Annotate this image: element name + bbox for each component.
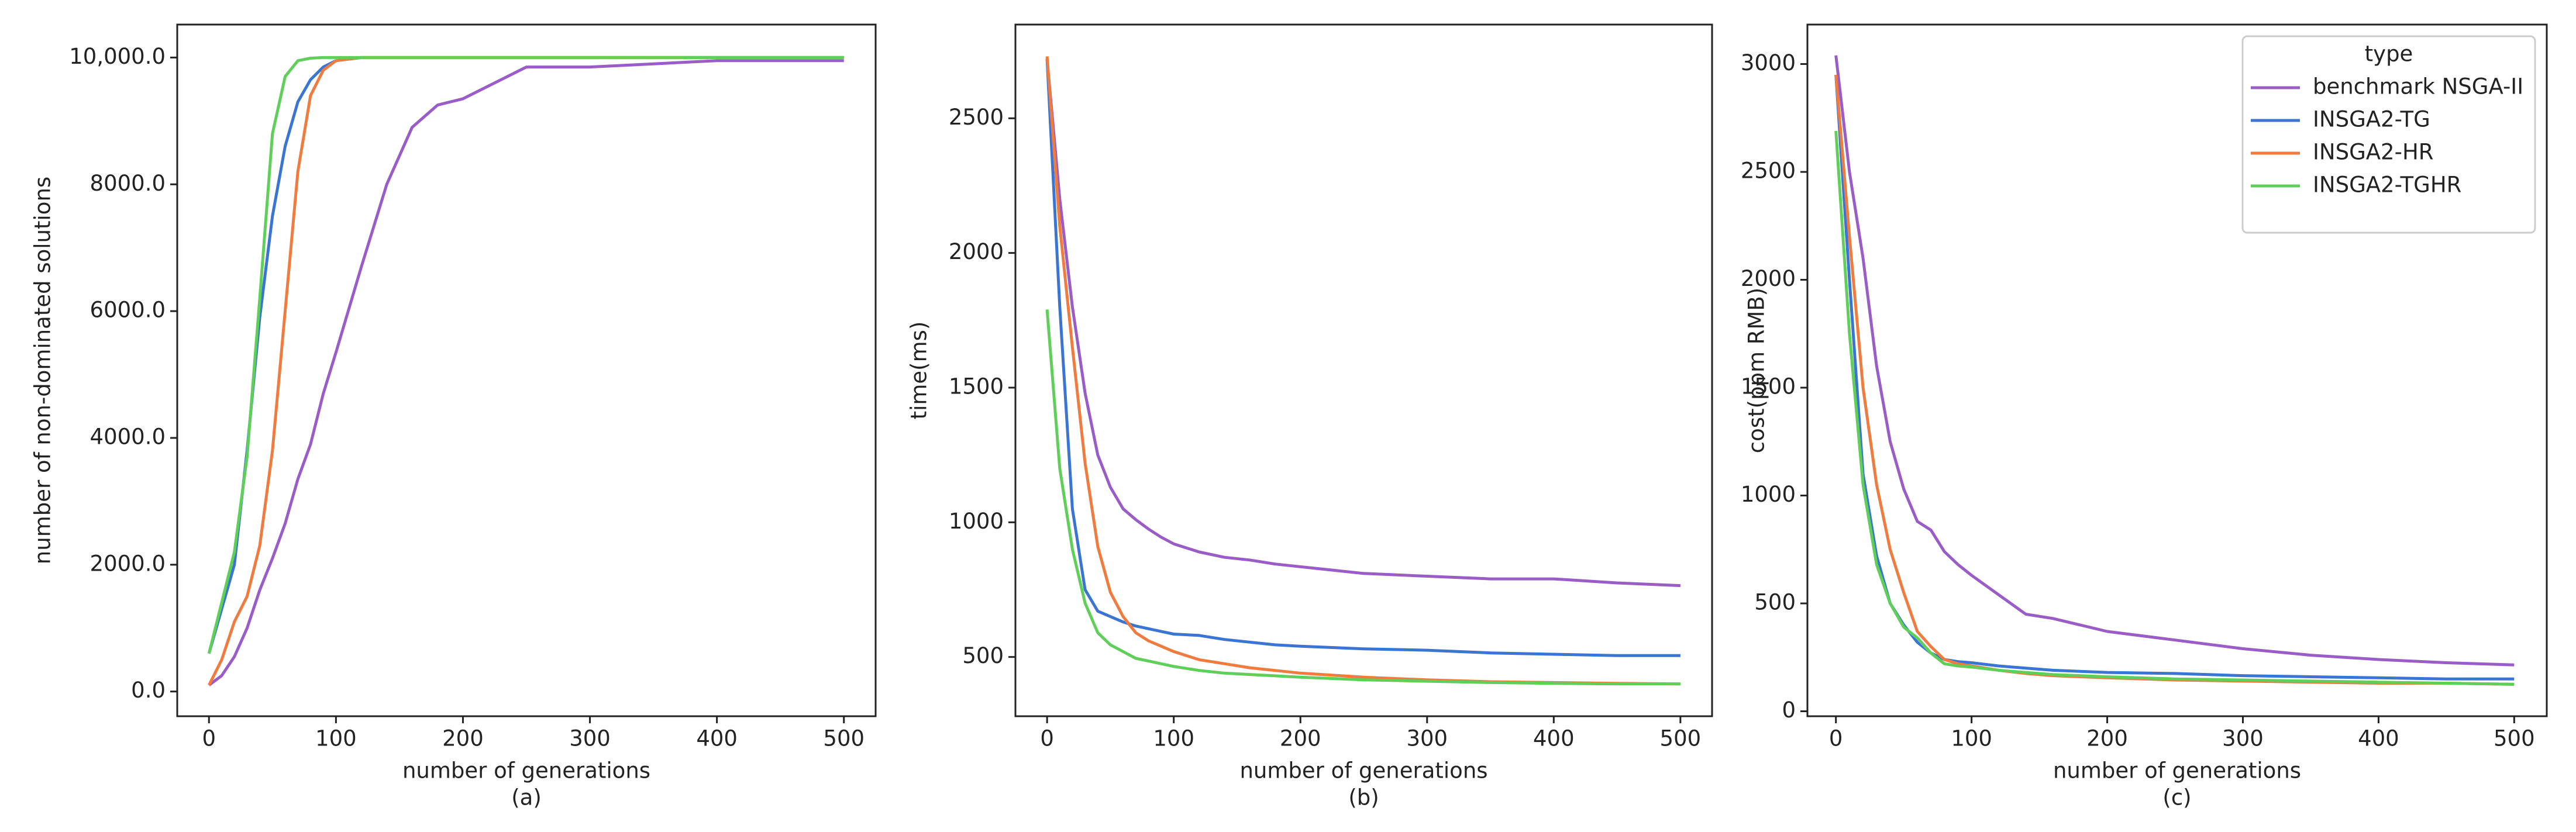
subplot: 0 100 200 300 400 500 500 1000 1500 2000 2500 numbe…	[907, 23, 1713, 810]
series-line	[1834, 130, 2515, 686]
x-tick-label: 400	[2358, 726, 2399, 751]
legend-box	[2241, 35, 2536, 234]
y-tick-label: 3000	[1741, 50, 1796, 75]
x-tick-label: 0	[202, 726, 216, 751]
x-tick-label: 0	[1829, 726, 1843, 751]
series-line	[1045, 309, 1680, 686]
subplot: 0 100 200 300 400 500 0.0 2000.0 4000.0 6000.0 800…	[30, 23, 877, 810]
x-tick-label: 0	[1040, 726, 1054, 751]
x-tick-label: 100	[1153, 726, 1194, 751]
y-tick-label: 2500	[949, 105, 1004, 130]
series-line	[208, 56, 844, 686]
y-tick-label: 6000.0	[90, 298, 166, 323]
x-axis-label: number of generations	[1239, 758, 1487, 783]
series-line	[1045, 58, 1681, 588]
y-axis-label: cost(ppm RMB)	[1744, 288, 1769, 453]
x-axis-label: number of generations	[2053, 758, 2301, 783]
y-tick-label: 500	[962, 643, 1004, 668]
x-tick-label: 200	[442, 726, 484, 751]
x-axis-label: number of generations	[402, 758, 650, 783]
x-tick-label: 500	[1660, 726, 1702, 751]
y-tick-label: 2500	[1741, 158, 1796, 184]
y-tick-label: 8000.0	[90, 171, 166, 196]
x-tick-label: 500	[823, 726, 865, 751]
subplot: 0 100 200 300 400 500 0 500 1000 1500 2000 2500 3000…	[1741, 23, 2548, 810]
y-axis-label: time(ms)	[907, 322, 932, 420]
series-line	[208, 59, 844, 686]
y-tick-label: 2000.0	[90, 551, 166, 576]
y-tick-label: 1500	[1741, 374, 1796, 399]
series-line	[207, 56, 844, 654]
y-tick-label: 0.0	[131, 678, 166, 703]
legend: type benchmark NSGA-II INSGA2-TG INSGA2-HR I…	[2241, 35, 2536, 234]
series-line	[1045, 58, 1680, 657]
x-tick-label: 300	[2222, 726, 2264, 751]
y-tick-label: 10,000.0	[69, 44, 166, 69]
subplot-caption: (b)	[1348, 785, 1379, 810]
y-tick-label: 2000	[949, 239, 1004, 264]
x-tick-label: 300	[569, 726, 611, 751]
series-line	[207, 56, 844, 654]
y-axis-label: number of non-dominated solutions	[30, 177, 56, 564]
legend-label: INSGA2-TG	[2313, 107, 2430, 132]
x-tick-label: 100	[1951, 726, 1992, 751]
y-tick-label: 1000	[1741, 482, 1796, 507]
legend-label: benchmark NSGA-II	[2313, 74, 2523, 99]
subplot-caption: (c)	[2162, 785, 2191, 810]
axes-frame	[1014, 23, 1713, 717]
series-line	[1045, 56, 1680, 686]
x-tick-label: 300	[1406, 726, 1448, 751]
y-tick-label: 500	[1754, 590, 1796, 615]
legend-title: type	[2365, 42, 2413, 67]
x-tick-label: 100	[315, 726, 357, 751]
y-tick-label: 4000.0	[90, 424, 166, 449]
axes-frame	[1806, 23, 2548, 717]
axes-frame	[176, 23, 877, 717]
y-tick-label: 2000	[1741, 266, 1796, 291]
x-tick-label: 400	[1533, 726, 1575, 751]
y-tick-label: 0	[1782, 698, 1796, 723]
series-line	[1834, 55, 2515, 667]
x-tick-label: 200	[2086, 726, 2128, 751]
legend-label: INSGA2-TGHR	[2313, 172, 2461, 198]
x-tick-label: 200	[1280, 726, 1321, 751]
legend-label: INSGA2-HR	[2313, 140, 2433, 165]
x-tick-label: 400	[696, 726, 738, 751]
y-tick-label: 1500	[949, 374, 1004, 399]
subplot-caption: (a)	[511, 785, 542, 810]
x-tick-label: 500	[2494, 726, 2535, 751]
y-tick-label: 1000	[949, 509, 1004, 534]
